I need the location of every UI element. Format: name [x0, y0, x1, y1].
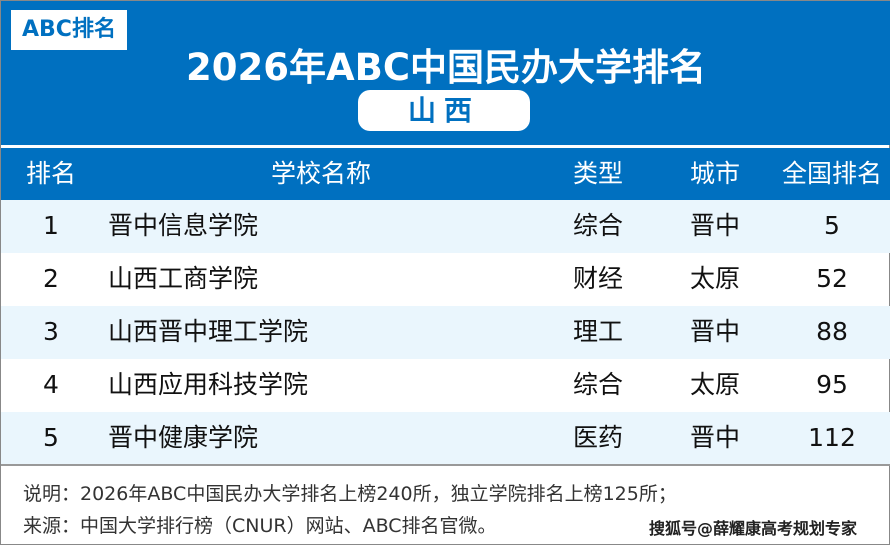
- cell-name: 山西晋中理工学院: [108, 317, 309, 346]
- col-national: 全国排名: [781, 159, 882, 188]
- col-type: 类型: [572, 159, 623, 188]
- cell-rank: 4: [43, 370, 59, 399]
- cell-rank: 2: [43, 264, 59, 293]
- header-banner: ABC排名 2026年ABC中国民办大学排名 山西: [1, 1, 890, 145]
- cell-name: 晋中信息学院: [108, 211, 259, 240]
- table-header: 排名 学校名称 类型 城市 全国排名: [1, 148, 890, 200]
- cell-type: 综合: [572, 211, 623, 240]
- cell-national: 112: [808, 423, 856, 452]
- cell-rank: 5: [43, 423, 59, 452]
- province-badge: 山西: [358, 90, 530, 131]
- table-row: 4 山西应用科技学院 综合 太原 95: [1, 359, 890, 412]
- table-row: 1 晋中信息学院 综合 晋中 5: [1, 200, 890, 253]
- cell-rank: 1: [43, 211, 59, 240]
- col-city: 城市: [689, 159, 740, 188]
- table-row: 5 晋中健康学院 医药 晋中 112: [1, 412, 890, 465]
- cell-city: 太原: [689, 264, 740, 293]
- cell-city: 晋中: [689, 317, 740, 346]
- cell-rank: 3: [43, 317, 59, 346]
- cell-national: 5: [824, 211, 840, 240]
- cell-name: 山西工商学院: [108, 264, 259, 293]
- col-name: 学校名称: [270, 159, 371, 188]
- cell-city: 晋中: [689, 211, 740, 240]
- cell-city: 晋中: [689, 423, 740, 452]
- table-row: 3 山西晋中理工学院 理工 晋中 88: [1, 306, 890, 359]
- cell-type: 医药: [572, 423, 623, 452]
- col-rank: 排名: [25, 159, 76, 188]
- footer-note: 说明：2026年ABC中国民办大学排名上榜240所，独立学院排名上榜125所；: [23, 483, 677, 505]
- cell-name: 晋中健康学院: [108, 423, 259, 452]
- table-row: 2 山西工商学院 财经 太原 52: [1, 253, 890, 306]
- cell-national: 95: [816, 370, 848, 399]
- page-title: 2026年ABC中国民办大学排名: [186, 46, 706, 89]
- cell-type: 财经: [572, 264, 623, 293]
- footer-source: 来源：中国大学排行榜（CNUR）网站、ABC排名官微。: [23, 515, 497, 537]
- cell-type: 理工: [572, 317, 623, 346]
- cell-type: 综合: [572, 370, 623, 399]
- cell-national: 88: [816, 317, 848, 346]
- cell-city: 太原: [689, 370, 740, 399]
- cell-national: 52: [816, 264, 848, 293]
- footer: 说明：2026年ABC中国民办大学排名上榜240所，独立学院排名上榜125所； …: [1, 464, 890, 546]
- logo: ABC排名: [11, 10, 127, 50]
- cell-name: 山西应用科技学院: [108, 370, 309, 399]
- watermark: 搜狐号@薛耀康高考规划专家: [649, 519, 858, 538]
